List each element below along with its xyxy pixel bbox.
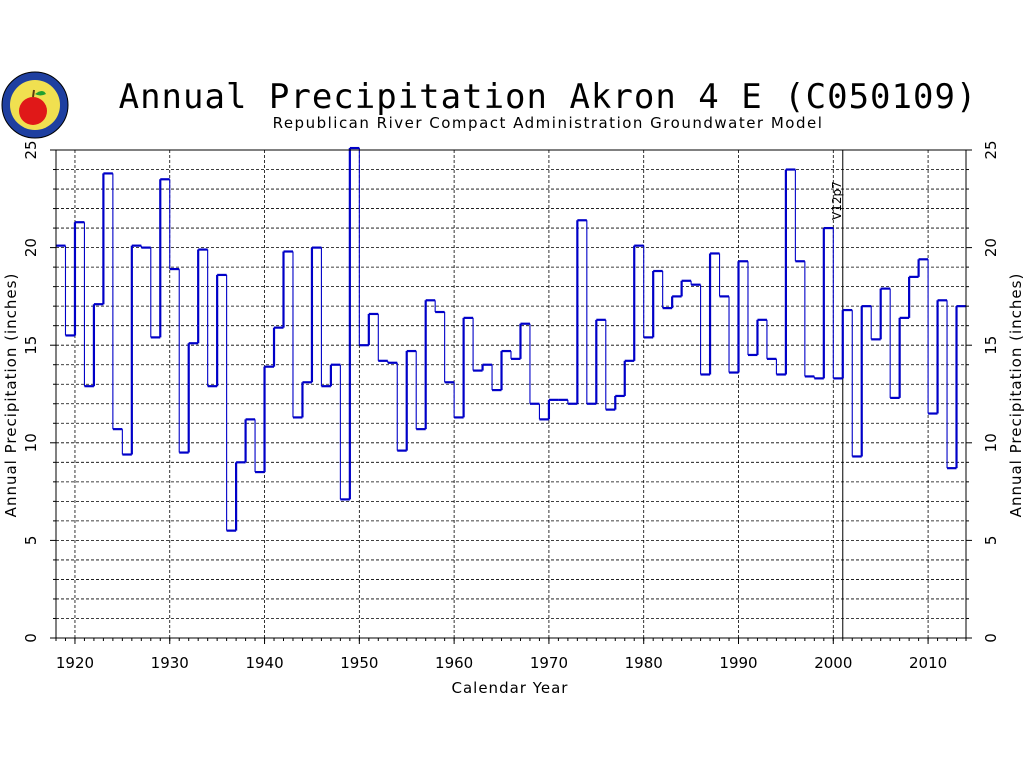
y-tick-label-left: 25 [22, 140, 40, 159]
y-tick-label-left: 0 [22, 633, 40, 643]
y-tick-label-left: 15 [22, 336, 40, 355]
annotation-label: V12p7 [830, 181, 844, 220]
x-axis-ticks: 1920 1930 1940 1950 1960 1970 1980 1990 2000 2010 [55, 638, 967, 672]
x-tick-label: 2000 [814, 654, 852, 672]
y-tick-label-right: 15 [982, 336, 1000, 355]
x-tick-label: 1920 [56, 654, 94, 672]
y-axis-label-right: Annual Precipitation (inches) [1007, 273, 1024, 518]
x-axis-label: Calendar Year [452, 679, 569, 697]
y-tick-label-right: 25 [982, 140, 1000, 159]
x-tick-label: 1960 [435, 654, 473, 672]
y-tick-label-left: 5 [22, 536, 40, 546]
plot-frame [55, 149, 967, 639]
grid [56, 149, 966, 639]
y-tick-label-left: 20 [22, 238, 40, 257]
series-layer [56, 146, 966, 532]
x-tick-label: 1940 [245, 654, 283, 672]
x-tick-label: 1930 [151, 654, 189, 672]
logo [1, 71, 69, 139]
x-tick-label: 1990 [719, 654, 757, 672]
annotation-layer: V12p7 [830, 150, 844, 638]
chart-title: Annual Precipitation Akron 4 E (C050109) [119, 77, 978, 117]
y-tick-label-right: 0 [982, 633, 1000, 643]
x-tick-label: 1950 [340, 654, 378, 672]
x-tick-label: 2010 [909, 654, 947, 672]
y-tick-label-right: 5 [982, 536, 1000, 546]
y-axis-ticks-right: 0 5 10 15 20 25 [966, 140, 1000, 643]
chart-subtitle: Republican River Compact Administration … [273, 114, 824, 132]
x-tick-label: 1980 [625, 654, 663, 672]
y-axis-ticks-left: 0 5 10 15 20 25 [22, 140, 56, 643]
x-tick-label: 1970 [530, 654, 568, 672]
y-axis-label-left: Annual Precipitation (inches) [2, 273, 20, 518]
y-tick-label-right: 10 [982, 433, 1000, 452]
y-tick-label-left: 10 [22, 433, 40, 452]
y-tick-label-right: 20 [982, 238, 1000, 257]
